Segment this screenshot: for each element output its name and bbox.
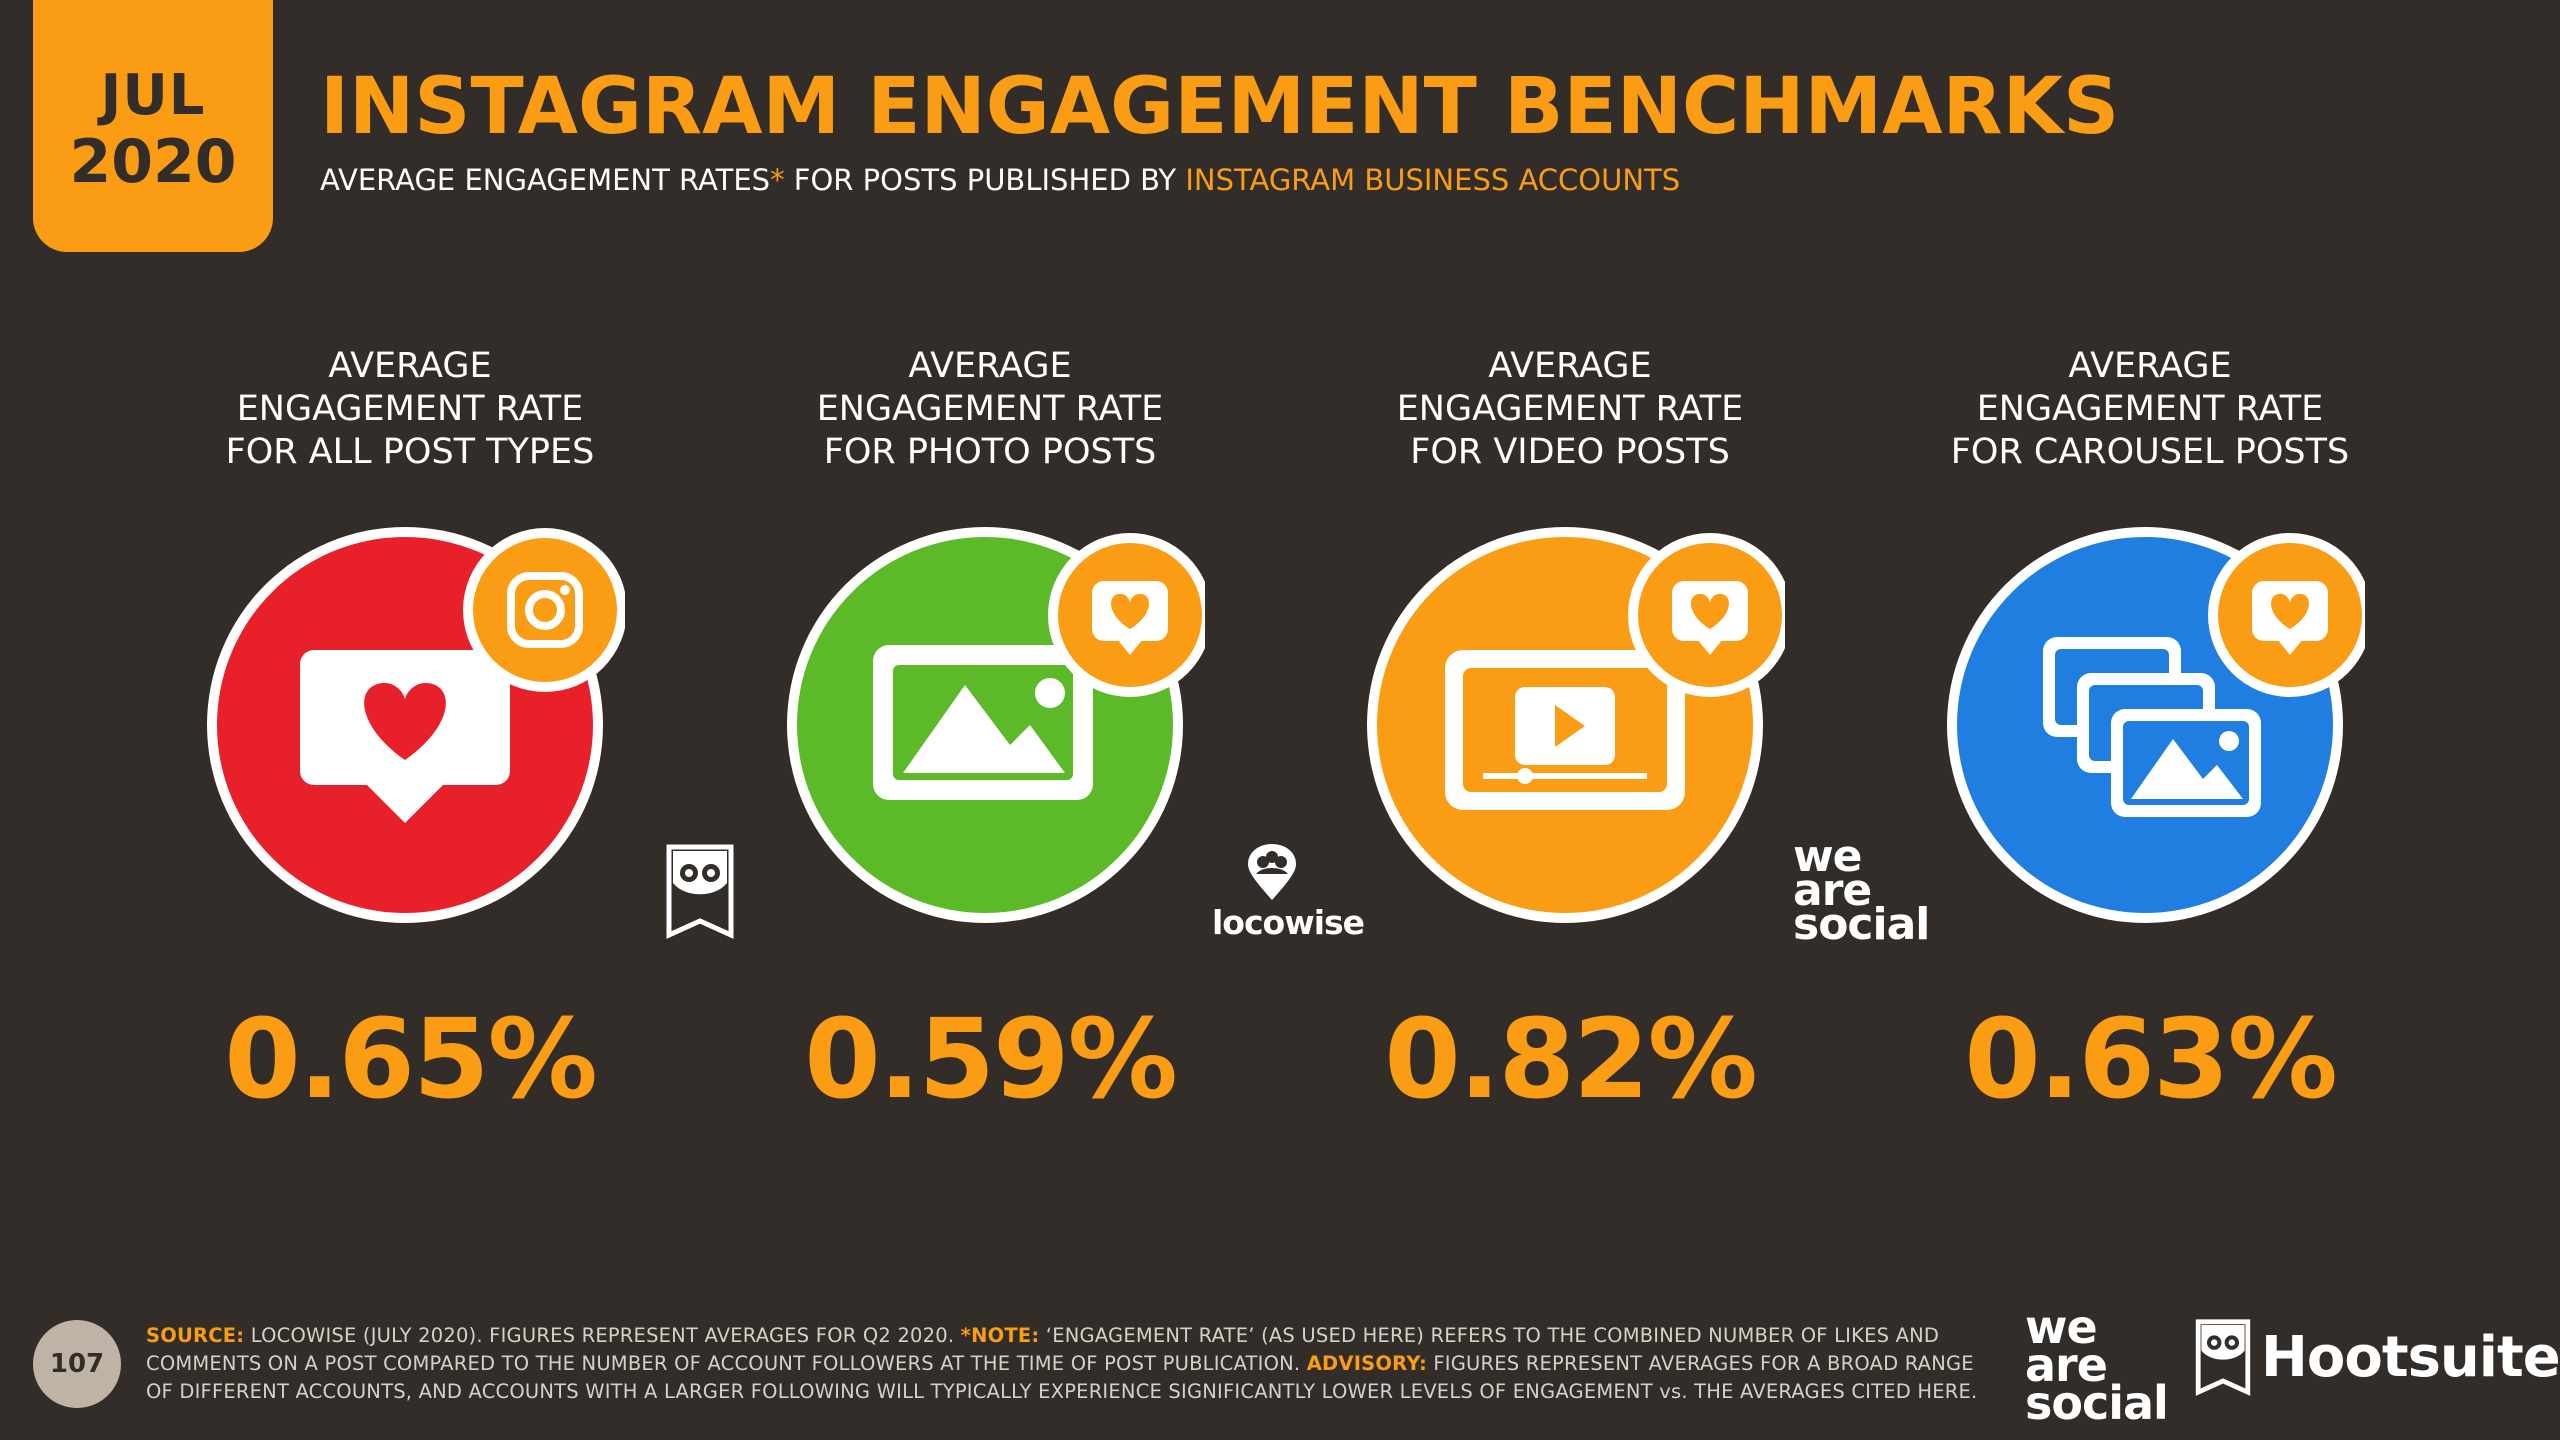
hootsuite-owl-icon (2195, 1319, 2251, 1396)
stat-label: AVERAGE ENGAGEMENT RATE FOR PHOTO POSTS (816, 346, 1164, 472)
was-word-social: social (2025, 1376, 2169, 1430)
locowise-logo: locowise (1212, 842, 1365, 942)
stat-value: 0.65% (224, 995, 598, 1123)
footer-we-are-social-logo: we are social (2025, 1300, 2169, 1430)
stat-label: AVERAGE ENGAGEMENT RATE FOR CAROUSEL POS… (1950, 346, 2350, 472)
was-word-we: we (2025, 1300, 2098, 1354)
source-footnote: SOURCE: LOCOWISE (JULY 2020). FIGURES RE… (146, 1322, 1996, 1406)
note-text: ‘ENGAGEMENT RATE’ (AS USED HERE) REFERS … (146, 1324, 1940, 1375)
video-player-icon (1367, 527, 1785, 923)
heart-bubble-icon (1628, 533, 1785, 697)
page-number: 107 (33, 1320, 121, 1408)
image-frame-icon (787, 527, 1205, 923)
hootsuite-owl-icon (666, 844, 734, 939)
heart-bubble-icon (2208, 533, 2365, 697)
source-text: LOCOWISE (JULY 2020). FIGURES REPRESENT … (244, 1324, 961, 1347)
subtitle-asterisk: * (770, 163, 785, 197)
locowise-pin-icon (1248, 844, 1296, 900)
footer-hootsuite-logo: Hootsuite ® (2195, 1318, 2560, 1396)
stat-value: 0.63% (1964, 995, 2338, 1123)
source-label: SOURCE: (146, 1324, 245, 1347)
carousel-images-icon (1947, 527, 2365, 923)
stat-column-carousel-posts: AVERAGE ENGAGEMENT RATE FOR CAROUSEL POS… (1860, 0, 2440, 1200)
subtitle-part2: FOR POSTS PUBLISHED BY (784, 163, 1186, 197)
hootsuite-text: Hootsuite (2261, 1324, 2560, 1390)
was-word-we: we (1793, 831, 1863, 882)
stat-column-all-posts: AVERAGE ENGAGEMENT RATE FOR ALL POST TYP… (120, 0, 700, 1200)
instagram-icon (463, 528, 625, 692)
subtitle-highlight: INSTAGRAM BUSINESS ACCOUNTS (1185, 163, 1681, 197)
was-word-are: are (2025, 1338, 2108, 1392)
stat-value: 0.82% (1384, 995, 1758, 1123)
page-title: INSTAGRAM ENGAGEMENT BENCHMARKS (320, 62, 2120, 152)
advisory-text: FIGURES REPRESENT AVERAGES FOR A BROAD R… (146, 1352, 1978, 1403)
page-subtitle: AVERAGE ENGAGEMENT RATES* FOR POSTS PUBL… (320, 163, 1680, 197)
stat-value: 0.59% (804, 995, 1178, 1123)
locowise-text: locowise (1212, 903, 1365, 942)
stat-column-photo-posts: AVERAGE ENGAGEMENT RATE FOR PHOTO POSTS … (700, 0, 1280, 1200)
was-word-social: social (1793, 899, 1930, 950)
stat-label: AVERAGE ENGAGEMENT RATE FOR ALL POST TYP… (225, 346, 595, 472)
stat-label: AVERAGE ENGAGEMENT RATE FOR VIDEO POSTS (1396, 346, 1744, 472)
note-label: *NOTE: (960, 1324, 1040, 1347)
date-month: JUL (100, 63, 206, 128)
date-year: 2020 (69, 127, 237, 197)
stat-column-video-posts: AVERAGE ENGAGEMENT RATE FOR VIDEO POSTS … (1280, 0, 1860, 1200)
advisory-label: ADVISORY: (1306, 1352, 1427, 1375)
was-word-are: are (1793, 865, 1872, 916)
date-tab: JUL 2020 (33, 0, 273, 252)
we-are-social-logo: we are social (1793, 831, 1930, 950)
subtitle-part1: AVERAGE ENGAGEMENT RATES (320, 163, 771, 197)
heart-bubble-icon (1048, 533, 1205, 697)
heart-speech-bubble-icon (207, 527, 625, 923)
